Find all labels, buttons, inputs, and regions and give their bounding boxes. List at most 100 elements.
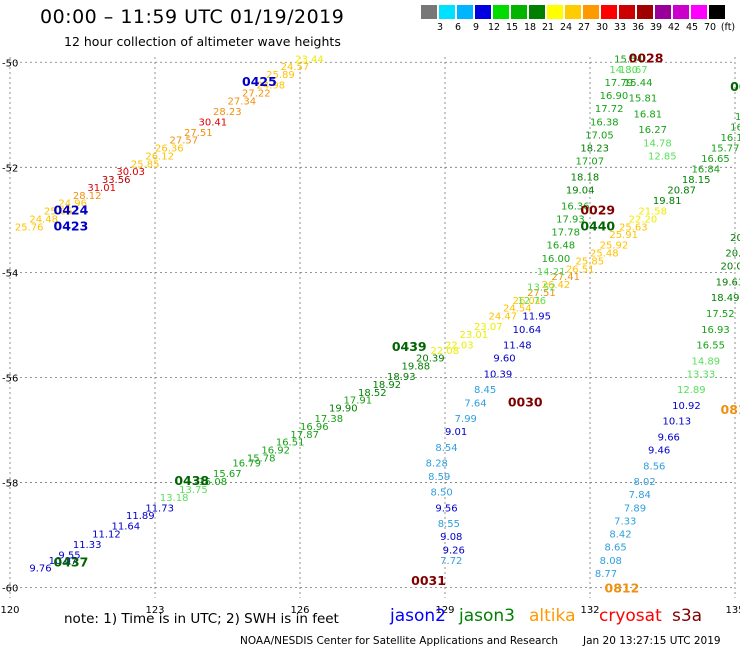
swh-value: 19.04 — [566, 186, 595, 197]
swh-value: 7.33 — [614, 516, 636, 527]
swh-value: 11.48 — [503, 341, 532, 352]
swh-value: 26.12 — [145, 151, 174, 162]
swh-value: 25.76 — [15, 222, 44, 233]
scale-swatch — [637, 5, 653, 19]
swh-value: 18.93 — [387, 372, 416, 383]
swh-value: 13.33 — [687, 369, 716, 380]
legend-jason2: jason2 — [390, 606, 446, 626]
swh-value: 25.89 — [266, 70, 295, 81]
swh-value: 17.91 — [344, 396, 373, 407]
swh-value: 9.76 — [29, 564, 51, 575]
scale-label: 36 — [631, 22, 645, 33]
swh-value: 9.26 — [443, 545, 465, 556]
swh-value: 24.57 — [281, 62, 310, 73]
scale-label: 30 — [595, 22, 609, 33]
y-tick-label: -60 — [2, 583, 18, 594]
swh-value: 16.36 — [561, 201, 590, 212]
swh-value: 15.77 — [711, 144, 740, 155]
swh-value: 17.78 — [551, 228, 580, 239]
scale-label: 45 — [685, 22, 699, 33]
scale-swatch — [655, 5, 671, 19]
swh-value: 16.00 — [542, 254, 571, 265]
pass-time-label: 0029 — [580, 203, 615, 218]
swh-value: 11.73 — [145, 503, 174, 514]
swh-value: 23.44 — [295, 54, 324, 65]
swh-value: 23.07 — [474, 322, 503, 333]
swh-value: 16.92 — [261, 446, 290, 457]
swh-value: 16.27 — [638, 125, 667, 136]
x-tick-label: 120 — [0, 605, 19, 616]
timestamp: Jan 20 13:27:15 UTC 2019 — [583, 635, 721, 647]
swh-value: 15.81 — [629, 94, 658, 105]
scale-swatch — [421, 5, 437, 19]
pass-time-label: 0031 — [411, 573, 446, 588]
chart-subtitle: 12 hour collection of altimeter wave hei… — [64, 34, 341, 49]
swh-value: 17.93 — [556, 214, 585, 225]
swh-value: 20.1 — [725, 249, 740, 260]
swh-value: 8.28 — [426, 459, 448, 470]
swh-value: 9.66 — [658, 432, 680, 443]
swh-value: 9.08 — [440, 532, 462, 543]
footnote: note: 1) Time is in UTC; 2) SWH is in fe… — [64, 611, 339, 627]
swh-value: 25.06 — [44, 207, 73, 218]
swh-value: 9.56 — [435, 503, 457, 514]
scale-label: 15 — [505, 22, 519, 33]
swh-value: 27.57 — [170, 136, 199, 147]
swh-value: 7.99 — [455, 414, 477, 425]
swh-value: 23.01 — [460, 330, 489, 341]
scale-swatch — [511, 5, 527, 19]
swh-value: 25.63 — [619, 222, 648, 233]
scale-swatch — [691, 5, 707, 19]
swh-value: 24.54 — [503, 304, 532, 315]
pass-time-label: 0028 — [629, 50, 664, 65]
swh-value: 15.08 — [199, 477, 228, 488]
swh-value: 16.51 — [276, 438, 305, 449]
swh-value: 14.89 — [692, 356, 721, 367]
swh-value: 25.92 — [600, 241, 629, 252]
legend-cryosat: cryosat — [599, 606, 662, 626]
swh-value: 19.63 — [716, 277, 740, 288]
swh-value: 24.98 — [257, 81, 286, 92]
swh-value: 19.90 — [329, 404, 358, 415]
swh-value: 14.21 — [537, 267, 566, 278]
x-tick-label: 132 — [580, 605, 599, 616]
swh-value: 24.96 — [58, 199, 87, 210]
swh-value: 8.77 — [595, 569, 617, 580]
swh-value: 8.65 — [605, 543, 627, 554]
swh-value: 7.64 — [464, 398, 486, 409]
scale-label: 9 — [472, 22, 480, 33]
scale-swatch — [709, 5, 725, 19]
legend-jason3: jason3 — [459, 606, 515, 626]
swh-value: 17.79 — [605, 78, 634, 89]
y-tick-label: -50 — [2, 58, 18, 69]
swh-value: 31.01 — [87, 183, 116, 194]
scale-label: 27 — [577, 22, 591, 33]
swh-value: 22.20 — [629, 214, 658, 225]
x-tick-label: 126 — [290, 605, 309, 616]
swh-value: 16.13 — [721, 133, 740, 144]
swh-value: 7.84 — [629, 490, 651, 501]
swh-value: 16.81 — [634, 109, 663, 120]
swh-value: 20.39 — [416, 354, 445, 365]
swh-value: 26.51 — [566, 264, 595, 275]
swh-value: 13.18 — [160, 493, 189, 504]
swh-value: 13.52 — [527, 283, 556, 294]
swh-value: 24.48 — [29, 214, 58, 225]
scale-label: 39 — [649, 22, 663, 33]
swh-value: 15.54 — [614, 54, 643, 65]
swh-value: 10.39 — [484, 369, 513, 380]
swh-value: 13.75 — [179, 485, 208, 496]
swh-value: 25.48 — [590, 249, 619, 260]
swh-value: 8.08 — [600, 556, 622, 567]
swh-value: 16.38 — [590, 117, 619, 128]
pass-time-label: 0812 — [605, 581, 640, 596]
scale-swatch — [583, 5, 599, 19]
pass-time-label: 0811 — [721, 402, 740, 417]
swh-value: 11.89 — [126, 511, 155, 522]
scale-swatch — [475, 5, 491, 19]
swh-value: 27.22 — [242, 88, 271, 99]
pass-time-label: 00 — [730, 79, 740, 94]
scale-label: 12 — [487, 22, 501, 33]
swh-value: 14.78 — [643, 138, 672, 149]
